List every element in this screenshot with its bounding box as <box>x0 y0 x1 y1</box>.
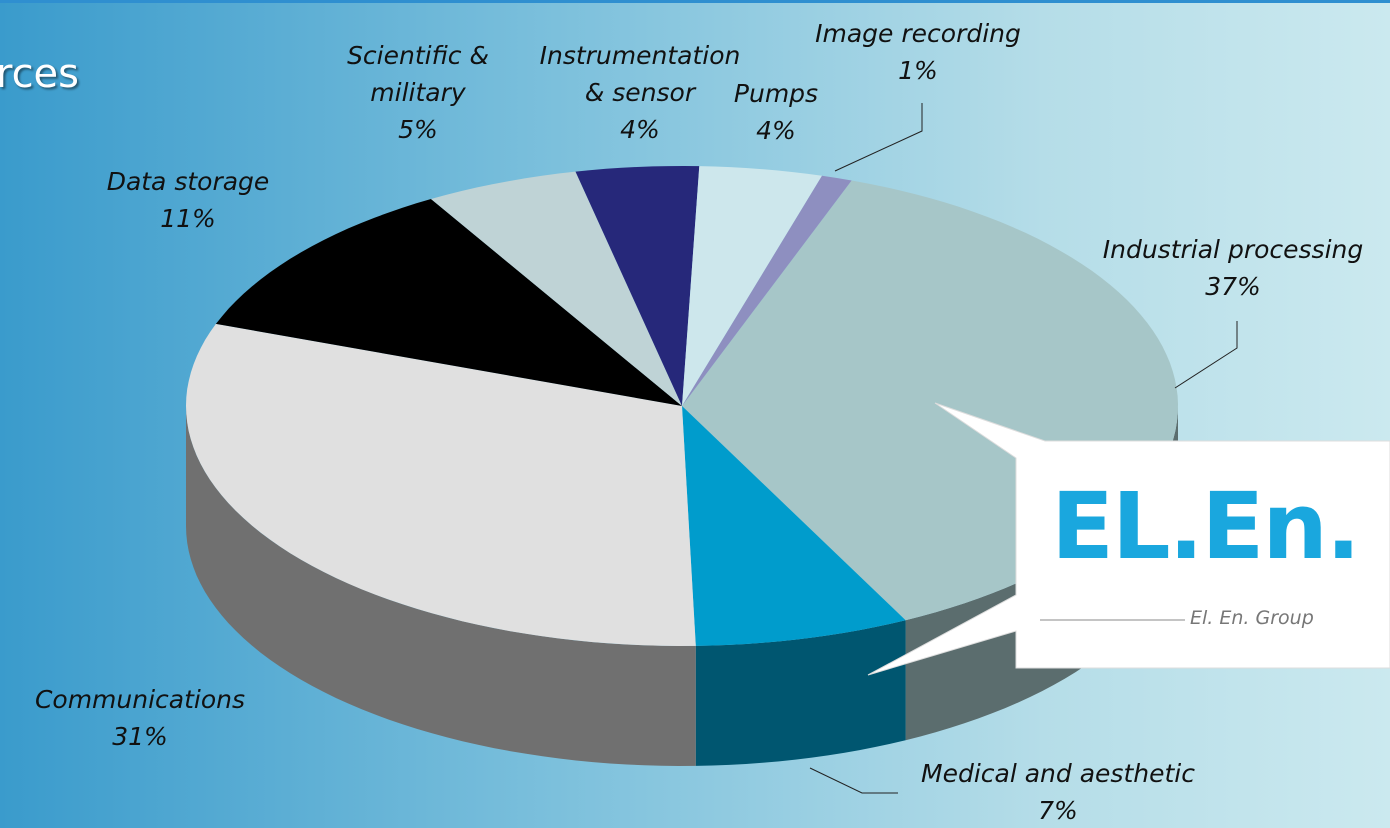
label-name: Instrumentation & sensor <box>539 41 741 107</box>
label-name: Communications <box>34 685 246 714</box>
label-name: Data storage <box>106 167 270 196</box>
slice-label: Pumps 4% <box>716 75 836 149</box>
logo-text: El. En. Group <box>1190 607 1314 629</box>
slice <box>682 166 822 406</box>
leader-line <box>834 103 923 172</box>
leader-line <box>809 767 898 794</box>
slice <box>682 175 852 406</box>
slice-label: Medical and aesthetic 7% <box>888 755 1228 828</box>
slide-title: rces <box>0 51 80 97</box>
label-name: Industrial processing <box>1102 235 1364 264</box>
label-value: 7% <box>1038 796 1078 825</box>
label-value: 1% <box>898 56 938 85</box>
label-value: 5% <box>398 115 438 144</box>
label-value: 4% <box>756 116 796 145</box>
slice <box>575 166 700 406</box>
slice-label: Industrial processing 37% <box>1068 231 1390 305</box>
logo-mark: EL.En. <box>1051 473 1361 580</box>
slice-label: Scientific & military 5% <box>338 37 498 148</box>
slice-label: Communications 31% <box>0 681 290 755</box>
slice-side <box>695 620 906 766</box>
callout-shape <box>867 402 1390 676</box>
label-name: Pumps <box>733 79 819 108</box>
slice <box>186 323 696 646</box>
label-value: 37% <box>1205 272 1261 301</box>
slice-side <box>186 406 696 766</box>
slice-label: Instrumentation & sensor 4% <box>533 37 748 148</box>
label-value: 4% <box>620 115 660 144</box>
slice-label: Image recording 1% <box>788 15 1048 89</box>
logo-callout <box>867 402 1390 676</box>
slice <box>215 199 682 406</box>
slice <box>682 406 906 646</box>
label-value: 11% <box>160 204 216 233</box>
label-value: 31% <box>112 722 168 751</box>
slice-label: Data storage 11% <box>68 163 308 237</box>
leader-line <box>1174 321 1238 389</box>
label-name: Image recording <box>815 19 1021 48</box>
slice <box>431 171 682 406</box>
label-name: Medical and aesthetic <box>921 759 1195 788</box>
label-name: Scientific & military <box>347 41 489 107</box>
